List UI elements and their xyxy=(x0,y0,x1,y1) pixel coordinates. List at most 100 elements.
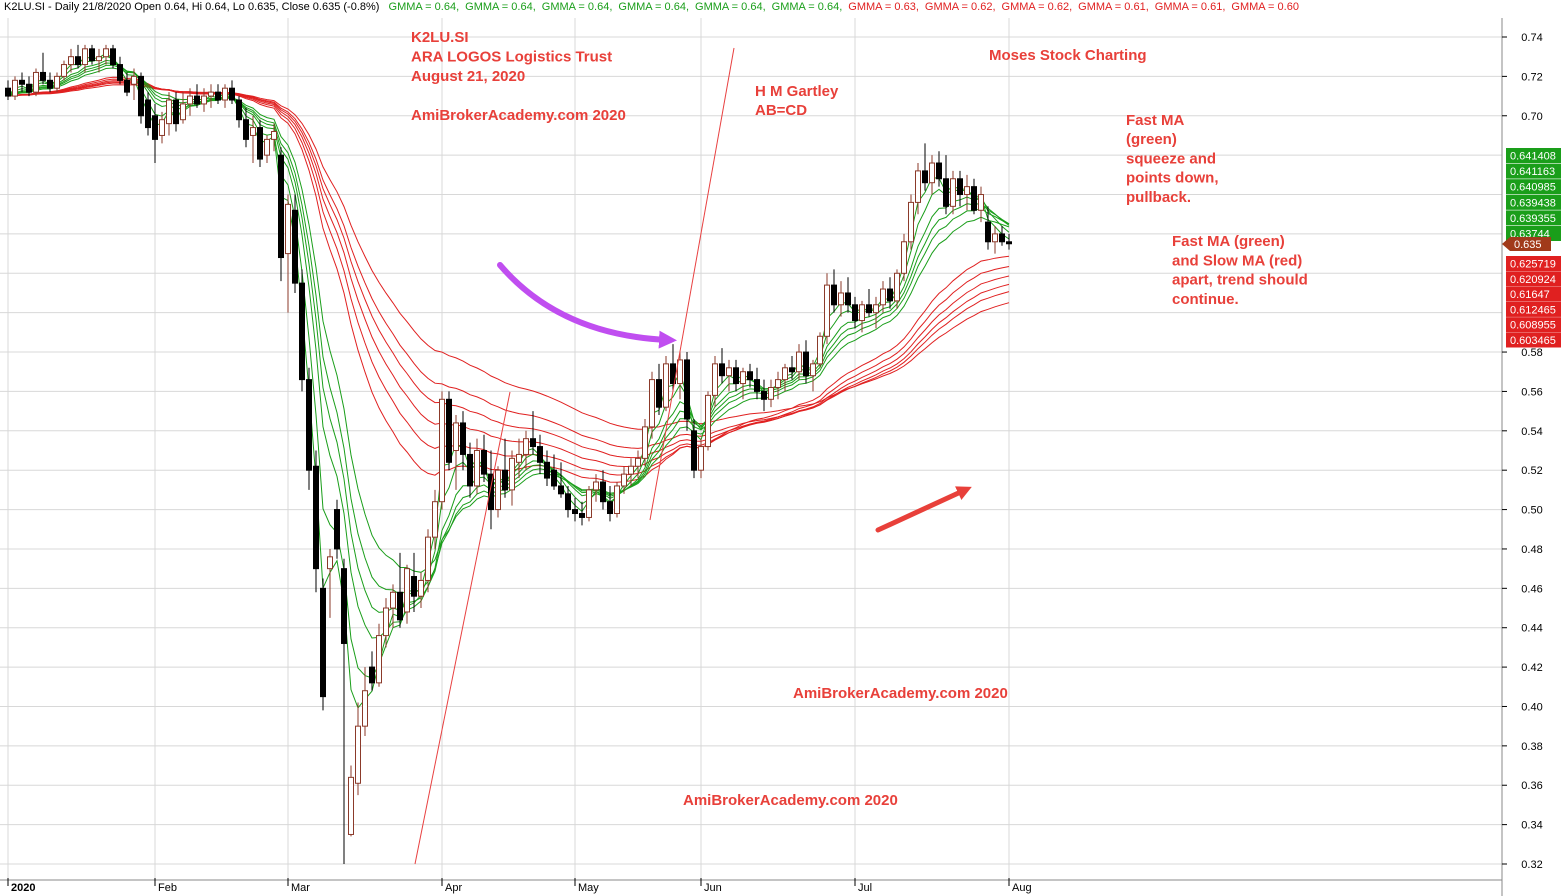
candle xyxy=(194,95,200,105)
slow-ma-price-tag xyxy=(1506,271,1561,287)
candle xyxy=(698,446,704,471)
candle xyxy=(376,635,382,684)
gridlines xyxy=(0,18,1502,880)
candle xyxy=(243,119,249,140)
candle xyxy=(971,186,977,211)
candle xyxy=(495,469,501,511)
x-tick-label: Aug xyxy=(1012,882,1032,894)
gartley-annotation: AB=CD xyxy=(755,102,807,119)
candle xyxy=(726,367,732,377)
gartley-annotation: H M Gartley xyxy=(755,83,839,100)
candle xyxy=(502,469,508,491)
fast-ma-annotation: (green) xyxy=(1126,131,1177,148)
candle xyxy=(432,501,438,538)
candle xyxy=(285,203,291,255)
candle xyxy=(929,162,935,184)
fast-ma-line xyxy=(7,67,1010,573)
candle xyxy=(509,457,515,491)
header-bar: K2LU.SI - Daily 21/8/2020 Open 0.64, Hi … xyxy=(4,1,1299,13)
price-tags: 0.641408 0.641163 0.640985 0.639438 0.639355… xyxy=(1502,148,1561,348)
candle xyxy=(264,138,270,156)
candle xyxy=(26,83,32,93)
y-tick-label: 0.56 xyxy=(1521,386,1542,398)
y-tick-label: 0.58 xyxy=(1521,347,1542,359)
purple-curved-arrow xyxy=(497,262,677,349)
gartley-cd-line xyxy=(649,47,735,521)
candle xyxy=(453,422,459,451)
y-tick-label: 0.52 xyxy=(1521,465,1542,477)
candle xyxy=(691,430,697,471)
fast-ma-price-label: 0.641408 xyxy=(1510,151,1556,163)
moses-annotation: Moses Stock Charting xyxy=(989,47,1147,64)
title-annotation: AmiBrokerAcademy.com 2020 xyxy=(411,107,626,124)
candle xyxy=(733,367,739,385)
fast-ma-line xyxy=(7,52,1010,709)
candle xyxy=(341,568,347,644)
candle xyxy=(131,75,137,85)
candle xyxy=(299,282,305,381)
candle xyxy=(992,233,998,243)
candle xyxy=(152,115,158,140)
candle xyxy=(173,99,179,125)
candle xyxy=(404,568,410,613)
candle xyxy=(355,725,361,784)
candle xyxy=(488,473,494,511)
slow-ma-price-label: 0.61647 xyxy=(1510,289,1550,301)
candle xyxy=(915,170,921,203)
candle xyxy=(320,587,326,698)
candle xyxy=(145,99,151,129)
candle xyxy=(922,170,928,184)
candle xyxy=(852,304,858,322)
candle xyxy=(831,284,837,306)
candle xyxy=(684,359,690,420)
candle xyxy=(796,351,802,373)
candle xyxy=(33,71,39,93)
gmma-values: GMMA = 0.64, GMMA = 0.64, GMMA = 0.64, GMMA… xyxy=(383,1,1299,13)
candle xyxy=(565,493,571,511)
candle xyxy=(677,359,683,385)
candle xyxy=(985,221,991,243)
y-tick-label: 0.74 xyxy=(1521,32,1542,44)
fast-slow-annotation: apart, trend should xyxy=(1172,272,1308,289)
candle xyxy=(411,576,417,597)
title-annotation: K2LU.SI xyxy=(411,29,469,46)
candle xyxy=(425,536,431,581)
fast-ma-price-tag xyxy=(1506,194,1561,210)
candle xyxy=(873,304,879,314)
candle xyxy=(964,186,970,196)
candle xyxy=(586,489,592,518)
candle xyxy=(607,501,613,515)
slow-ma-price-tag xyxy=(1506,256,1561,271)
candle xyxy=(544,461,550,479)
x-tick-label: Apr xyxy=(445,882,462,894)
gartley-lines xyxy=(414,47,735,865)
candle xyxy=(446,398,452,463)
gmma-value: GMMA = 0.62, xyxy=(1001,1,1073,13)
x-axis: 2020 Feb Mar Apr May Jun Jul Aug xyxy=(0,878,1502,894)
candle xyxy=(754,379,760,392)
candle xyxy=(75,56,81,66)
slow-ma-price-label: 0.603465 xyxy=(1510,335,1556,347)
candle xyxy=(1006,241,1012,245)
candle xyxy=(803,351,809,377)
y-tick-label: 0.54 xyxy=(1521,426,1542,438)
candle xyxy=(530,438,536,448)
candle xyxy=(719,363,725,377)
candle xyxy=(908,201,914,243)
candle xyxy=(768,386,774,400)
candle xyxy=(558,485,564,495)
candle xyxy=(859,304,865,322)
annotations: K2LU.SI ARA LOGOS Logistics Trust August 2… xyxy=(411,29,1308,809)
candle xyxy=(775,379,781,388)
candle xyxy=(712,363,718,396)
close-price-label: 0.635 xyxy=(1514,239,1542,251)
close-price-tag xyxy=(1502,237,1551,251)
gmma-value: GMMA = 0.64, xyxy=(618,1,690,13)
slow-ma-price-tag xyxy=(1506,317,1561,333)
slow-ma-price-label: 0.625719 xyxy=(1510,259,1556,271)
watermark-text: AmiBrokerAcademy.com 2020 xyxy=(793,685,1008,702)
x-tick-label: Jun xyxy=(704,882,722,894)
candle xyxy=(103,48,109,58)
candle xyxy=(12,79,18,97)
